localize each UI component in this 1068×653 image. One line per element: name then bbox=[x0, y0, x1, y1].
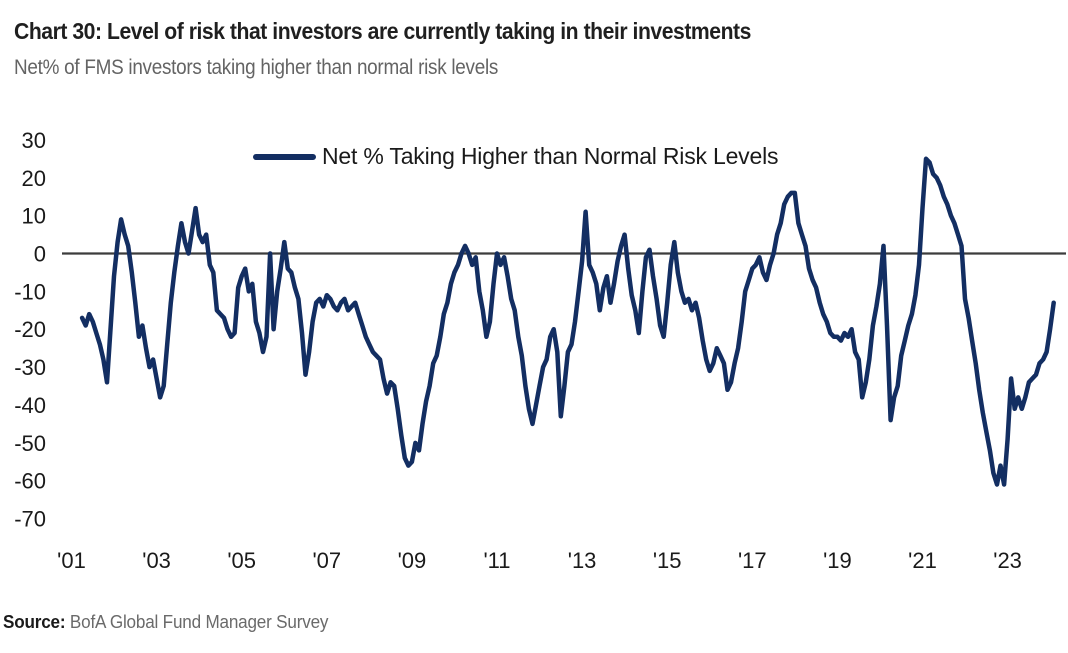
x-tick-label: '11 bbox=[483, 548, 510, 573]
y-tick-label: -20 bbox=[14, 317, 46, 342]
x-tick-label: '15 bbox=[653, 548, 682, 573]
x-tick-label: '23 bbox=[993, 548, 1022, 573]
risk-level-line bbox=[79, 156, 1056, 487]
line-chart: 30 20 10 0 -10 -20 -30 -40 -50 -60 -70 '01 '03 '05 '07… bbox=[0, 120, 1068, 580]
chart-title: Chart 30: Level of risk that investors a… bbox=[14, 18, 751, 44]
y-tick-label: 10 bbox=[22, 204, 46, 229]
x-tick-label: '03 bbox=[142, 548, 171, 573]
y-tick-label: -30 bbox=[14, 355, 46, 380]
y-tick-label: -50 bbox=[14, 431, 46, 456]
chart-legend: Net % Taking Higher than Normal Risk Lev… bbox=[253, 143, 778, 170]
y-tick-label: -70 bbox=[14, 507, 46, 532]
source-text: BofA Global Fund Manager Survey bbox=[65, 612, 329, 632]
y-tick-label: -10 bbox=[14, 279, 46, 304]
legend-label: Net % Taking Higher than Normal Risk Lev… bbox=[322, 143, 779, 169]
x-tick-label: '09 bbox=[398, 548, 427, 573]
legend-line-swatch bbox=[253, 153, 316, 160]
x-tick-label: '19 bbox=[823, 548, 852, 573]
x-tick-label: '17 bbox=[738, 548, 767, 573]
chart-subtitle: Net% of FMS investors taking higher than… bbox=[14, 56, 499, 79]
x-tick-label: '07 bbox=[312, 548, 341, 573]
source-note: Source: BofA Global Fund Manager Survey bbox=[3, 612, 328, 633]
x-tick-label: '13 bbox=[568, 548, 597, 573]
y-tick-label: -40 bbox=[14, 393, 46, 418]
chart-canvas: 30 20 10 0 -10 -20 -30 -40 -50 -60 -70 '01 '03 '05 '07… bbox=[14, 128, 1066, 573]
x-tick-label: '05 bbox=[227, 548, 256, 573]
x-tick-label: '21 bbox=[908, 548, 937, 573]
y-tick-label: 0 bbox=[34, 242, 46, 267]
source-label: Source: bbox=[3, 612, 66, 632]
y-tick-label: 30 bbox=[22, 128, 46, 153]
y-tick-label: 20 bbox=[22, 166, 46, 191]
x-tick-label: '01 bbox=[57, 548, 86, 573]
y-tick-label: -60 bbox=[14, 469, 46, 494]
